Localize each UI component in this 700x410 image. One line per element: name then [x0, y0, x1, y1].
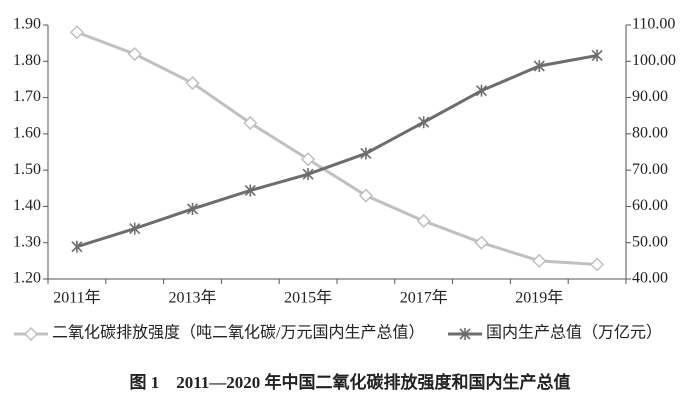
y-tick-label: 1.90 [13, 16, 41, 33]
marker [590, 257, 605, 272]
marker [532, 253, 547, 268]
marker [244, 184, 256, 197]
series-line [76, 30, 598, 266]
y-tick-label: 1.50 [13, 161, 41, 178]
marker [301, 152, 316, 167]
marker [475, 84, 488, 97]
y-tick-label: 1.70 [13, 88, 41, 105]
x-tick-label: 2019年 [515, 289, 563, 307]
marker [358, 188, 373, 203]
y-tick-label: 1.20 [13, 270, 41, 287]
y2-tick-label: 50.00 [632, 233, 668, 250]
marker [533, 60, 545, 73]
marker [418, 116, 430, 129]
y2-tick-label: 60.00 [632, 197, 668, 214]
marker [71, 240, 83, 253]
y2-tick-label: 40.00 [632, 270, 668, 287]
x-tick-label: 2017年 [400, 289, 448, 307]
legend-marker [459, 328, 471, 340]
marker [243, 115, 258, 131]
y-tick-label: 1.60 [13, 125, 41, 142]
legend-marker [23, 326, 39, 342]
marker [474, 235, 489, 250]
x-tick-label: 2011年 [53, 289, 100, 307]
series-line [76, 54, 598, 249]
marker [302, 168, 314, 181]
marker [185, 75, 200, 91]
y2-tick-label: 80.00 [632, 125, 668, 142]
y-tick-label: 1.40 [13, 197, 41, 214]
marker [69, 25, 84, 40]
marker [127, 46, 142, 62]
y2-tick-label: 110.00 [632, 16, 675, 33]
y2-tick-label: 90.00 [632, 88, 668, 105]
legend-label: 国内生产总值（万亿元） [486, 324, 662, 342]
marker [416, 213, 431, 229]
marker [186, 202, 199, 215]
marker [591, 49, 603, 62]
x-tick-label: 2013年 [168, 289, 216, 307]
marker [129, 222, 141, 235]
marker [360, 147, 372, 160]
y-tick-label: 1.30 [13, 233, 41, 250]
y2-tick-label: 100.00 [632, 52, 676, 69]
chart-title: 图 1 2011—2020 年中国二氧化碳排放强度和国内生产总值 [129, 372, 570, 392]
y-tick-label: 1.80 [13, 52, 41, 69]
legend-label: 二氧化碳排放强度（吨二氧化碳/万元国内生产总值） [52, 324, 424, 342]
x-tick-label: 2015年 [284, 289, 332, 307]
y2-tick-label: 70.00 [632, 161, 668, 178]
